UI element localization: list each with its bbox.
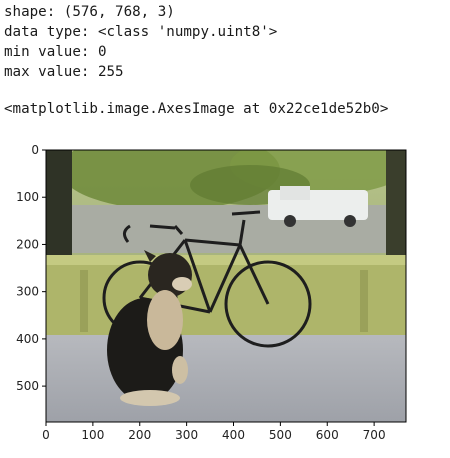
x-tick-label: 400 bbox=[222, 428, 245, 442]
output-line-dtype: data type: <class 'numpy.uint8'> bbox=[4, 24, 278, 40]
y-tick-label: 100 bbox=[16, 190, 39, 204]
x-tick-label: 0 bbox=[42, 428, 50, 442]
y-tick-label: 200 bbox=[16, 237, 39, 251]
photo-image bbox=[46, 150, 406, 422]
y-tick-label: 400 bbox=[16, 332, 39, 346]
dog-figure bbox=[107, 250, 192, 406]
x-tick-label: 600 bbox=[316, 428, 339, 442]
axes-frame bbox=[45, 149, 407, 423]
y-tick-label: 0 bbox=[31, 143, 39, 157]
output-axesimage-repr: <matplotlib.image.AxesImage at 0x22ce1de… bbox=[4, 101, 389, 117]
x-tick-label: 200 bbox=[128, 428, 151, 442]
output-line-min: min value: 0 bbox=[4, 44, 107, 60]
output-line-shape: shape: (576, 768, 3) bbox=[4, 4, 175, 20]
x-axis: 0 100 200 300 400 500 600 700 bbox=[42, 422, 386, 442]
x-tick-label: 500 bbox=[269, 428, 292, 442]
y-tick-label: 500 bbox=[16, 379, 39, 393]
y-tick-label: 300 bbox=[16, 285, 39, 299]
x-tick-label: 100 bbox=[81, 428, 104, 442]
y-axis: 0 100 200 300 400 500 bbox=[16, 143, 46, 393]
x-tick-label: 700 bbox=[363, 428, 386, 442]
output-line-max: max value: 255 bbox=[4, 64, 124, 80]
x-tick-label: 300 bbox=[175, 428, 198, 442]
